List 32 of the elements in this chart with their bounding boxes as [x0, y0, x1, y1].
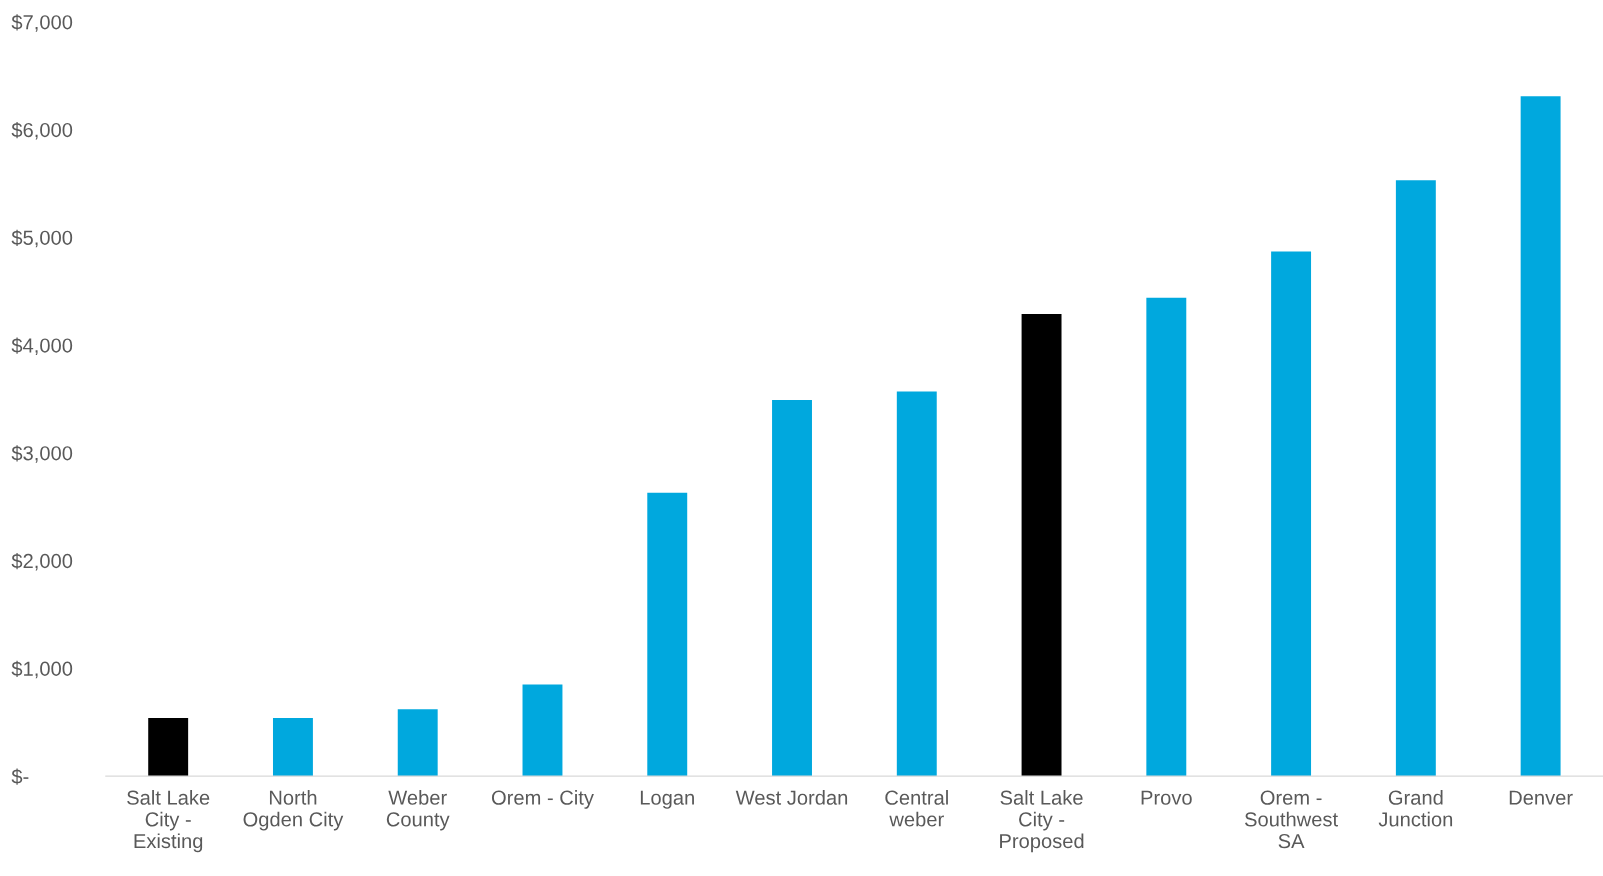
- x-tick-label: Salt Lake City - Existing: [127, 790, 210, 853]
- bar: [1395, 180, 1436, 777]
- x-tick-label: Provo: [1141, 790, 1192, 805]
- bar: [1520, 96, 1561, 777]
- bar: [148, 717, 189, 777]
- bar: [1271, 251, 1312, 777]
- bar: [522, 684, 563, 777]
- x-tick-label: Central weber: [885, 790, 948, 827]
- x-tick-label: Weber County: [386, 790, 450, 831]
- x-tick-label: Denver: [1509, 790, 1573, 805]
- bar: [896, 391, 937, 777]
- x-tick-label: North Ogden City: [243, 790, 344, 831]
- bar: [272, 717, 313, 777]
- bar: [647, 492, 688, 777]
- bar: [1021, 313, 1062, 777]
- bar: [1146, 297, 1187, 777]
- y-tick-label: $2,000: [11, 553, 73, 571]
- y-tick-label: $7,000: [11, 14, 73, 32]
- y-tick-label: $-: [11, 768, 29, 785]
- x-tick-label: Orem - City: [491, 790, 594, 809]
- bar: [772, 400, 812, 777]
- y-tick-label: $6,000: [11, 122, 73, 140]
- y-tick-label: $1,000: [11, 660, 73, 679]
- y-tick-label: $4,000: [11, 337, 73, 356]
- bar: [397, 709, 438, 777]
- x-tick-label: West Jordan: [735, 790, 848, 805]
- y-tick-label: $3,000: [11, 445, 73, 463]
- x-tick-label: Orem - Southwest SA: [1244, 790, 1338, 849]
- x-tick-label: Salt Lake City - Proposed: [1000, 790, 1084, 853]
- x-tick-label: Grand Junction: [1378, 790, 1453, 827]
- x-tick-label: Logan: [640, 790, 694, 809]
- y-tick-label: $5,000: [11, 229, 73, 248]
